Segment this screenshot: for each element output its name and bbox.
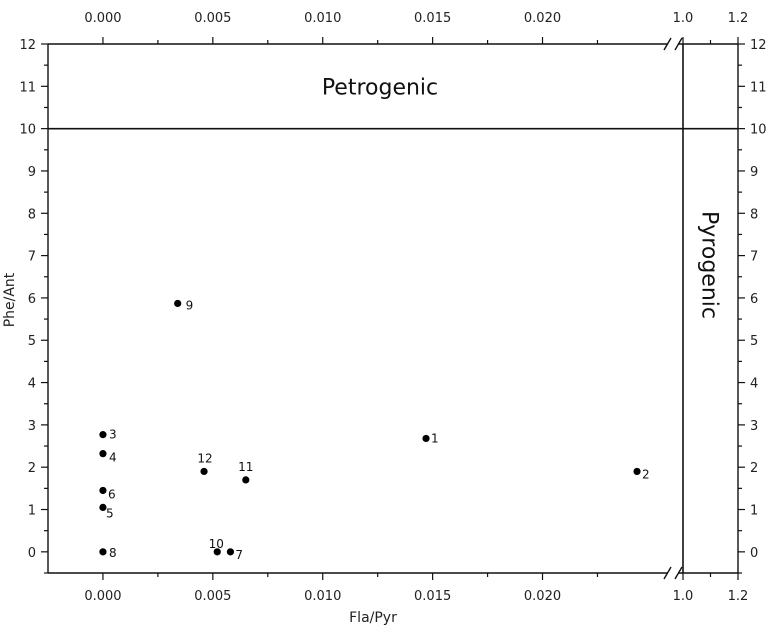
y-tick-label-right: 0 xyxy=(750,546,758,561)
data-points xyxy=(99,299,641,556)
axis-ticks xyxy=(41,37,745,580)
y-tick-label-right: 3 xyxy=(750,419,758,434)
data-point-2 xyxy=(633,467,641,476)
y-tick-label-right: 5 xyxy=(750,334,758,349)
x-tick-label-top: 0.020 xyxy=(524,11,561,26)
data-point-label-8: 8 xyxy=(109,546,117,560)
y-tick-label-right: 11 xyxy=(750,80,767,95)
y-tick-label-left: 8 xyxy=(28,207,36,222)
y-tick-label-right: 6 xyxy=(750,292,758,307)
data-point-6 xyxy=(99,486,107,495)
y-tick-label-right: 10 xyxy=(750,123,767,138)
plot-frame xyxy=(47,37,739,580)
y-tick-label-left: 7 xyxy=(28,250,36,265)
x-break-tick-label-top: 1.0 xyxy=(673,11,694,26)
data-point-label-7: 7 xyxy=(235,548,243,562)
data-point-11 xyxy=(242,476,250,484)
y-tick-label-right: 2 xyxy=(750,461,758,476)
x-tick-label-top: 0.000 xyxy=(84,11,121,26)
bottom-axis-break-mark-1 xyxy=(663,566,672,580)
data-point-12 xyxy=(200,467,208,476)
data-point-label-10: 10 xyxy=(209,537,224,551)
top-axis-break-mark-2 xyxy=(674,37,683,51)
x-break-tick-label-bottom: 1.2 xyxy=(728,589,749,604)
bottom-axis-break-mark-2 xyxy=(674,566,683,580)
data-point-label-3: 3 xyxy=(109,428,117,442)
data-point-label-6: 6 xyxy=(108,487,116,501)
y-tick-label-left: 11 xyxy=(19,80,36,95)
x-tick-label-bottom: 0.010 xyxy=(304,589,341,604)
y-tick-label-right: 7 xyxy=(750,250,758,265)
y-tick-label-right: 4 xyxy=(750,377,758,392)
y-tick-label-right: 8 xyxy=(750,207,758,222)
y-tick-label-left: 5 xyxy=(28,334,36,349)
y-tick-label-left: 6 xyxy=(28,292,36,307)
x-tick-label-bottom: 0.015 xyxy=(414,589,451,604)
data-point-label-5: 5 xyxy=(106,506,114,520)
x-break-tick-label-top: 1.2 xyxy=(728,11,749,26)
data-point-9 xyxy=(174,299,182,308)
data-point-3 xyxy=(99,431,107,439)
data-point-label-12: 12 xyxy=(197,451,212,465)
y-tick-label-left: 9 xyxy=(28,165,36,180)
pyrogenic-region-label: Pyrogenic xyxy=(697,211,722,319)
data-point-label-4: 4 xyxy=(109,451,117,465)
x-tick-label-top: 0.015 xyxy=(414,11,451,26)
y-tick-label-left: 12 xyxy=(19,38,36,53)
data-point-10 xyxy=(213,548,221,556)
y-tick-label-left: 3 xyxy=(28,419,36,434)
data-point-label-1: 1 xyxy=(431,431,439,445)
x-axis-title: Fla/Pyr xyxy=(349,610,397,626)
x-tick-label-bottom: 0.000 xyxy=(84,589,121,604)
data-point-label-9: 9 xyxy=(186,298,194,312)
data-point-7 xyxy=(226,548,235,556)
y-axis-title: Phe/Ant xyxy=(2,272,18,327)
threshold-lines xyxy=(48,44,738,573)
y-tick-label-right: 9 xyxy=(750,165,758,180)
x-tick-label-top: 0.005 xyxy=(194,11,231,26)
y-tick-label-right: 1 xyxy=(750,504,758,519)
petrogenic-region-label: Petrogenic xyxy=(322,75,438,100)
data-point-8 xyxy=(99,548,107,556)
top-axis-break-mark-1 xyxy=(663,37,672,51)
y-tick-label-left: 0 xyxy=(28,546,36,561)
x-break-tick-label-bottom: 1.0 xyxy=(673,589,694,604)
x-tick-label-bottom: 0.020 xyxy=(524,589,561,604)
y-tick-label-left: 4 xyxy=(28,377,36,392)
y-tick-label-left: 2 xyxy=(28,461,36,476)
y-tick-label-right: 12 xyxy=(750,38,767,53)
x-tick-label-top: 0.010 xyxy=(304,11,341,26)
y-tick-label-left: 10 xyxy=(19,123,36,138)
data-point-label-11: 11 xyxy=(238,460,253,474)
data-point-4 xyxy=(99,450,107,458)
data-point-1 xyxy=(422,434,430,443)
data-point-label-2: 2 xyxy=(642,467,650,481)
x-tick-label-bottom: 0.005 xyxy=(194,589,231,604)
data-point-5 xyxy=(99,503,107,512)
y-tick-label-left: 1 xyxy=(28,504,36,519)
